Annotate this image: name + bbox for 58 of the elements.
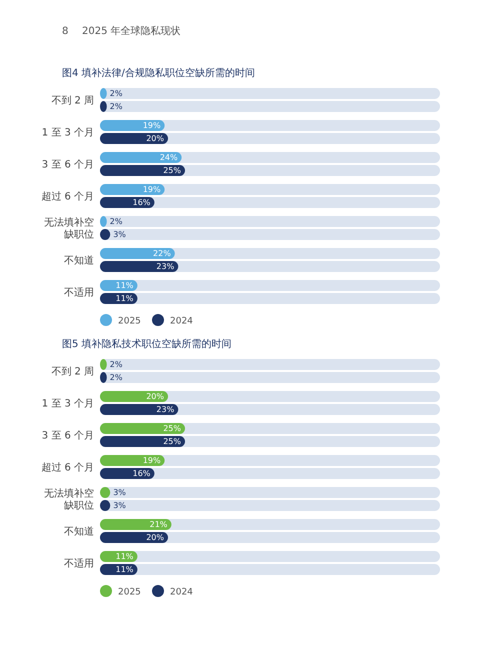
legend-label: 2024 [170,316,194,326]
data-label: 3% [113,488,126,498]
data-label: 16% [132,198,151,208]
data-label: 25% [163,166,182,176]
chart-title: 图4 填补法律/合规隐私职位空缺所需的时间 [62,67,255,79]
y-tick-label: 不适用 [64,558,94,570]
data-label: 11% [116,281,134,290]
data-label: 20% [146,392,164,402]
y-tick-label: 超过 6 个月 [41,462,94,474]
bar [100,152,182,163]
data-label: 2% [110,102,123,112]
data-label: 19% [142,185,161,194]
text: 2025 年全球隐私现状 [82,25,181,37]
data-label: 25% [163,437,182,446]
bar [100,519,172,530]
bar [100,165,185,176]
data-label: 19% [142,121,161,130]
data-label: 16% [132,469,151,478]
data-label: 3% [113,230,126,240]
data-label: 2% [110,89,123,98]
bar [100,248,175,259]
y-tick-label: 无法填补空缺职位 [44,216,94,240]
data-label: 20% [146,533,164,542]
y-tick-label: 不知道 [64,526,94,538]
legend-label: 2025 [118,316,141,326]
bar [100,404,178,415]
y-tick-label: 1 至 3 个月 [42,398,94,410]
bar [100,423,185,434]
bar [100,261,178,272]
data-label: 22% [153,249,172,258]
data-label: 2% [110,217,123,226]
y-tick-label: 不适用 [64,286,94,298]
data-label: 20% [146,134,164,144]
data-label: 3% [113,501,126,510]
data-label: 11% [116,552,134,562]
legend-label: 2024 [170,588,194,598]
data-label: 25% [163,424,182,434]
data-label: 23% [156,405,175,414]
legend-label: 2025 [118,588,141,598]
text: 8 [62,26,68,37]
y-tick-label: 不到 2 周 [51,366,94,378]
data-label: 2% [110,373,123,382]
y-tick-label: 3 至 6 个月 [42,430,94,442]
data-label: 2% [110,360,123,370]
data-label: 11% [116,565,134,574]
data-label: 24% [160,153,178,162]
y-tick-label: 超过 6 个月 [41,190,94,202]
y-tick-label: 不到 2 周 [51,96,94,106]
chart-title: 图5 填补隐私技术职位空缺所需的时间 [62,338,232,350]
data-label: 11% [116,294,134,304]
y-tick-label: 3 至 6 个月 [42,158,94,170]
bar [100,436,185,447]
data-label: 21% [150,520,168,530]
y-tick-label: 不知道 [64,254,94,266]
y-tick-label: 1 至 3 个月 [42,126,94,138]
data-label: 19% [142,456,161,466]
data-label: 23% [156,262,175,272]
y-tick-label: 无法填补空缺职位 [44,488,94,512]
